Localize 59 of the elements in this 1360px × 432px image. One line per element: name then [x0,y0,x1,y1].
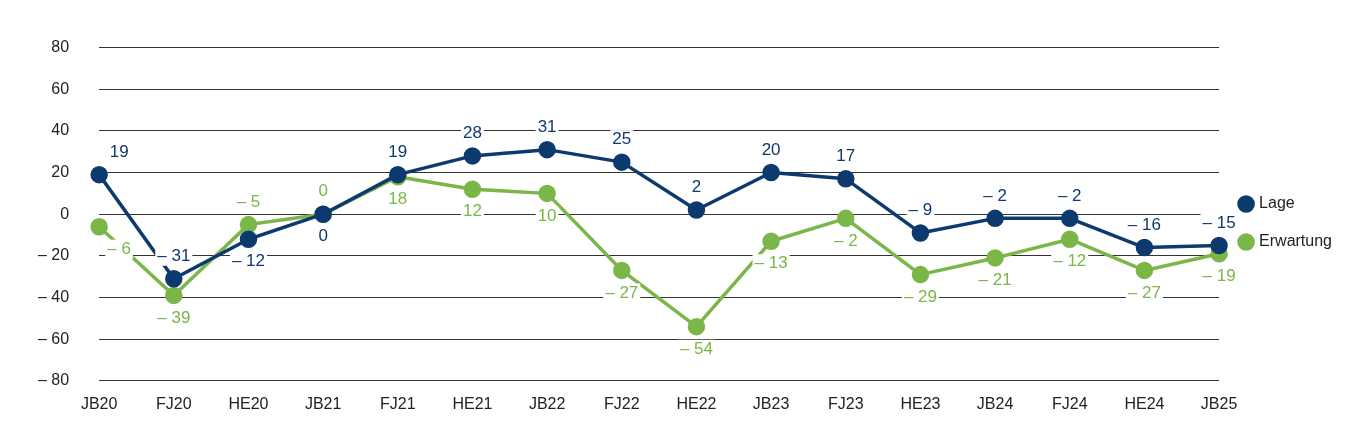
y-tick-label: 40 [51,121,70,139]
legend-label: Lage [1259,194,1295,212]
data-label: 17 [836,145,856,165]
data-label: 12 [462,201,482,221]
data-label: 0 [318,181,328,201]
y-tick-label: 0 [60,204,70,222]
data-label: 10 [537,205,557,225]
data-label: 25 [612,129,632,149]
data-label: – 54 [679,338,713,358]
data-label: 18 [388,188,408,208]
x-tick-label: FJ22 [603,394,640,412]
data-label: – 13 [754,253,788,273]
data-label: – 2 [833,230,858,250]
y-tick-label: – 40 [38,287,70,305]
data-label: – 12 [231,251,266,271]
data-label: 0 [318,226,328,246]
y-tick-label: 60 [51,79,70,97]
x-tick-label: HE22 [676,394,717,412]
y-tick-label: 80 [51,38,70,56]
data-label: – 6 [107,238,131,258]
x-tick-label: JB23 [752,394,790,412]
x-tick-label: FJ23 [827,394,864,412]
data-label: – 27 [1127,282,1161,302]
data-label: – 29 [903,286,937,306]
x-tick-label: JB21 [304,394,342,412]
data-label: 19 [388,141,408,161]
x-tick-label: JB24 [976,394,1014,412]
data-label: – 9 [908,200,933,220]
legend-label: Erwartung [1259,232,1332,250]
data-label: – 39 [157,307,191,327]
x-tick-label: HE23 [900,394,941,412]
x-tick-label: HE21 [452,394,493,412]
data-label: – 2 [1057,185,1082,205]
x-tick-label: JB20 [80,394,118,412]
data-label: – 5 [236,191,261,211]
x-tick-label: FJ21 [380,394,416,412]
data-label: – 16 [1127,214,1161,234]
x-tick-label: FJ24 [1051,394,1088,412]
data-label: 19 [109,141,129,161]
data-label: – 15 [1202,212,1236,232]
data-label: – 27 [605,282,639,302]
y-tick-label: – 80 [38,371,70,389]
y-tick-label: – 60 [38,329,70,347]
data-label: 28 [462,123,482,143]
x-tick-label: HE20 [228,394,269,412]
data-label: 20 [761,139,781,159]
y-tick-label: – 20 [38,246,70,264]
data-label: – 12 [1053,251,1087,271]
data-label: – 31 [157,245,191,265]
data-label: – 19 [1202,265,1236,285]
x-tick-label: JB22 [528,394,566,412]
x-tick-label: HE24 [1124,394,1165,412]
data-label: – 21 [978,270,1012,290]
y-tick-label: 20 [51,162,70,180]
x-tick-label: FJ20 [156,394,192,412]
data-label: – 2 [983,185,1007,205]
data-label: 31 [537,116,557,136]
x-tick-label: JB25 [1200,394,1238,412]
data-label: 2 [691,177,702,197]
